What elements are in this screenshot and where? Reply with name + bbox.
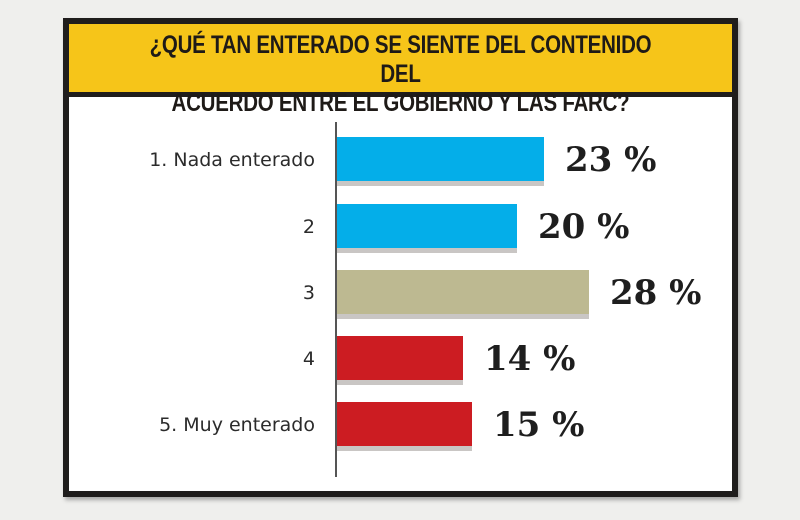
value-label: 15 % bbox=[493, 405, 584, 445]
category-label: 1. Nada enterado bbox=[149, 149, 315, 171]
category-label: 5. Muy enterado bbox=[159, 414, 315, 436]
value-label: 20 % bbox=[538, 207, 629, 247]
value-label: 28 % bbox=[610, 273, 701, 313]
value-label: 14 % bbox=[484, 339, 575, 379]
bar-shadow bbox=[337, 380, 463, 385]
category-label: 3 bbox=[303, 282, 315, 304]
bar bbox=[337, 204, 517, 248]
category-label: 4 bbox=[303, 348, 315, 370]
chart-title-banner: ¿QUÉ TAN ENTERADO SE SIENTE DEL CONTENID… bbox=[69, 24, 732, 117]
value-label: 23 % bbox=[565, 140, 656, 180]
category-label: 2 bbox=[303, 216, 315, 238]
bar-shadow bbox=[337, 248, 517, 253]
bar bbox=[337, 137, 544, 181]
bar-shadow bbox=[337, 181, 544, 186]
bar bbox=[337, 270, 589, 314]
chart-title: ¿QUÉ TAN ENTERADO SE SIENTE DEL CONTENID… bbox=[149, 31, 652, 117]
bar-shadow bbox=[337, 446, 472, 451]
bar bbox=[337, 336, 463, 380]
bar bbox=[337, 402, 472, 446]
bar-shadow bbox=[337, 314, 589, 319]
